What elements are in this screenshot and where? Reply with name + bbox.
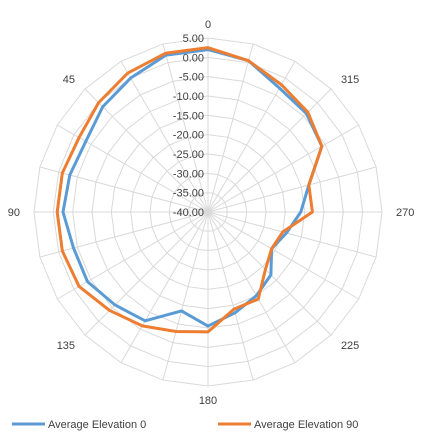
radial-tick-label: -30.00 xyxy=(173,168,204,180)
grid-spoke xyxy=(84,211,209,336)
radar-grid xyxy=(33,37,383,387)
grid-spoke xyxy=(207,211,377,258)
legend: Average Elevation 0 Average Elevation 90 xyxy=(12,419,358,431)
radial-tick-label: -15.00 xyxy=(173,110,204,122)
angle-label: 180 xyxy=(199,395,217,407)
angle-label: 90 xyxy=(8,207,20,219)
radial-tick-label: -25.00 xyxy=(173,149,204,161)
radial-tick-label: -35.00 xyxy=(173,188,204,200)
grid-spoke xyxy=(162,211,209,381)
angle-label: 135 xyxy=(57,340,75,352)
radial-tick-label: -20.00 xyxy=(173,130,204,142)
grid-spoke xyxy=(120,211,209,363)
series-lines xyxy=(55,46,324,334)
radial-tick-label: -10.00 xyxy=(173,91,204,103)
angle-label: 45 xyxy=(63,74,75,86)
grid-spoke xyxy=(207,211,296,363)
series-line-2 xyxy=(55,46,324,334)
grid-spoke xyxy=(207,124,359,213)
grid-spoke xyxy=(207,211,254,381)
grid-spoke xyxy=(57,124,209,213)
radial-tick-label: -40.00 xyxy=(173,207,204,219)
angle-label: 0 xyxy=(205,19,211,31)
grid-spoke xyxy=(84,88,209,213)
grid-spoke xyxy=(207,211,359,300)
radial-tick-label: -5.00 xyxy=(179,72,204,84)
grid-spoke xyxy=(120,61,209,213)
angle-labels: 0 45 90 135 180 225 270 315 xyxy=(8,19,415,407)
grid-spoke xyxy=(207,61,296,213)
grid-spoke xyxy=(57,211,209,300)
radial-tick-labels: 5.00 0.00 -5.00 -10.00 -15.00 -20.00 -25.00 -30… xyxy=(173,33,204,219)
legend-entry: Average Elevation 90 xyxy=(254,419,358,431)
angle-label: 315 xyxy=(341,74,359,86)
grid-spoke xyxy=(162,43,209,213)
grid-spoke xyxy=(207,88,332,213)
grid-spoke xyxy=(39,211,209,258)
grid-spoke xyxy=(207,166,377,213)
legend-entry: Average Elevation 0 xyxy=(48,419,146,431)
radial-tick-label: 0.00 xyxy=(183,52,204,64)
grid-spoke xyxy=(207,43,254,213)
angle-label: 270 xyxy=(396,207,414,219)
grid-spoke xyxy=(39,166,209,213)
angle-label: 225 xyxy=(341,340,359,352)
radial-tick-label: 5.00 xyxy=(183,33,204,45)
